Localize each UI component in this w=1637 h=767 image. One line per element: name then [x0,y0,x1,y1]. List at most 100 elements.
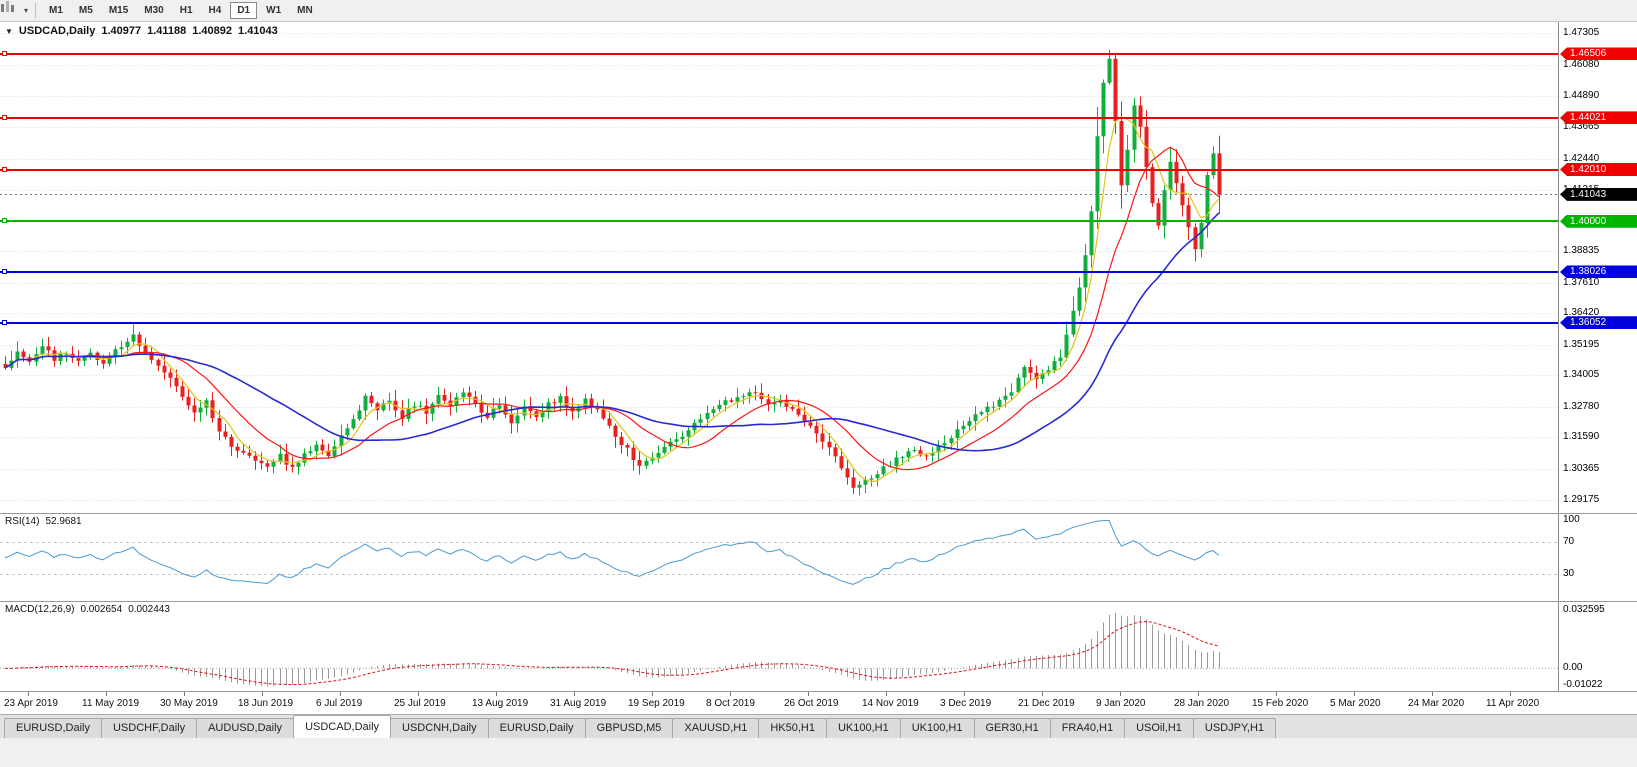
tab-EURUSD-Daily[interactable]: EURUSD,Daily [487,718,586,738]
chart-type-caret-icon[interactable]: ▾ [24,6,29,15]
rsi-line [4,519,1220,585]
tab-USDJPY-H1[interactable]: USDJPY,H1 [1192,718,1277,738]
one-click-trading-toggle[interactable]: ▼ [5,26,13,36]
timeframe-button-W1[interactable]: W1 [266,5,282,16]
macd-histogram [11,612,1220,687]
price-badge-1.36052[interactable]: 1.36052 [1560,316,1637,330]
hline-handle[interactable] [2,166,7,172]
time-axis-label: 11 May 2019 [82,698,140,709]
price-badge-1.44021[interactable]: 1.44021 [1560,111,1637,125]
down-candle-bodies [3,58,1222,488]
tab-XAUUSD-H1[interactable]: XAUUSD,H1 [672,718,760,738]
hline-handle[interactable] [2,268,7,274]
rsi-indicator-pane[interactable]: RSI(14) 52.9681 [0,514,1558,601]
ma-30-line [4,212,1220,452]
tab-FRA40-H1[interactable]: FRA40,H1 [1049,718,1126,738]
chart-type-icon[interactable] [1,1,24,19]
tab-USOil-H1[interactable]: USOil,H1 [1124,718,1194,738]
rsi-axis-label: 100 [1563,514,1580,525]
tab-UK100-H1[interactable]: UK100,H1 [899,718,975,738]
time-axis-tick [262,692,263,696]
tab-USDCAD-Daily[interactable]: USDCAD,Daily [293,715,392,738]
time-axis-tick [1354,692,1355,696]
price-axis[interactable]: 1.473051.460801.448901.436651.424401.412… [1558,22,1637,513]
price-tick-label: 1.47305 [1563,27,1600,39]
window-bottom-strip [0,738,1637,767]
macd-axis-label: 0.032595 [1563,604,1605,616]
time-axis-label: 21 Dec 2019 [1018,698,1075,709]
timeframe-button-D1[interactable]: D1 [230,2,258,19]
price-tick-label: 1.31590 [1563,431,1600,443]
pane-resize-separator[interactable] [0,513,1637,514]
price-badge-1.40000[interactable]: 1.40000 [1560,214,1637,228]
price-tick-label: 1.30365 [1563,462,1600,474]
price-tick-label: 1.36420 [1563,307,1600,319]
up-candle-bodies [9,58,1216,488]
macd-axis[interactable]: 0.032595 0.00 -0.01022 [1558,602,1637,691]
time-axis-tick [1042,692,1043,696]
timeframe-button-H1[interactable]: H1 [179,5,193,16]
time-axis-label: 15 Feb 2020 [1252,698,1309,709]
price-tick-label: 1.37610 [1563,276,1600,288]
rsi-value: 52.9681 [45,516,82,527]
open-value: 1.40977 [101,25,142,37]
tab-EURUSD-Daily[interactable]: EURUSD,Daily [4,718,102,738]
macd-indicator-pane[interactable]: MACD(12,26,9) 0.002654 0.002443 [0,602,1558,691]
price-badge-1.46506[interactable]: 1.46506 [1560,47,1637,61]
macd-signal-value: 0.002443 [128,604,170,615]
timeframe-button-M5[interactable]: M5 [78,5,93,16]
time-axis-tick [808,692,809,696]
time-axis-label: 11 Apr 2020 [1486,698,1540,709]
timeframe-button-group: M1 M5 M15 M30 H1 H4 D1 W1 MN [41,2,321,19]
rsi-name: RSI(14) [5,516,40,527]
time-axis-label: 24 Mar 2020 [1408,698,1465,709]
hline-handle[interactable] [2,50,7,56]
time-axis-tick [28,692,29,696]
rsi-axis[interactable]: 100 70 30 [1558,514,1637,601]
ma-13-line [4,146,1220,471]
timeframe-button-H4[interactable]: H4 [208,5,222,16]
close-value: 1.41043 [238,25,278,37]
time-axis-tick [418,692,419,696]
price-tick-label: 1.35195 [1563,338,1600,350]
timeframe-button-M30[interactable]: M30 [144,5,164,16]
price-badge-1.42010[interactable]: 1.42010 [1560,163,1637,177]
price-badge-1.38026[interactable]: 1.38026 [1560,265,1637,279]
time-axis-label: 31 Aug 2019 [550,698,607,709]
chart-tabs-bar: EURUSD,Daily USDCHF,Daily AUDUSD,Daily USDC… [0,714,1637,738]
hline-handle[interactable] [2,114,7,120]
timeframe-button-M15[interactable]: M15 [108,5,129,16]
time-axis-tick [496,692,497,696]
rsi-axis-label: 30 [1563,568,1575,579]
price-tick-label: 1.44890 [1563,89,1600,101]
low-value: 1.40892 [192,25,233,37]
tab-HK50-H1[interactable]: HK50,H1 [758,718,827,738]
macd-main-value: 0.002654 [80,604,123,615]
timeframe-button-M1[interactable]: M1 [49,5,63,16]
down-candle-wicks [5,54,1220,494]
tab-USDCNH-Daily[interactable]: USDCNH,Daily [390,718,489,738]
time-axis-tick [106,692,107,696]
tab-AUDUSD-Daily[interactable]: AUDUSD,Daily [196,718,295,738]
time-axis-tick [1276,692,1277,696]
hline-handle[interactable] [2,319,7,325]
price-tick-label: 1.29175 [1563,493,1600,505]
rsi-axis-label: 70 [1563,536,1575,547]
time-axis-label: 30 May 2019 [160,698,218,709]
hline-handle[interactable] [2,218,7,224]
time-axis-tick [340,692,341,696]
tab-GBPUSD-M5[interactable]: GBPUSD,M5 [584,718,674,738]
tab-USDCHF-Daily[interactable]: USDCHF,Daily [100,718,198,738]
time-axis-label: 14 Nov 2019 [862,698,919,709]
time-axis-tick [1510,692,1511,696]
main-chart-pane[interactable]: ▼ USDCAD,Daily 1.40977 1.41188 1.40892 1… [0,22,1558,513]
time-axis-tick [1120,692,1121,696]
tab-UK100-H1[interactable]: UK100,H1 [825,718,901,738]
time-axis-label: 5 Mar 2020 [1330,698,1381,709]
pane-resize-separator[interactable] [0,601,1637,602]
time-axis-label: 23 Apr 2019 [4,698,58,709]
time-axis[interactable]: 23 Apr 2019 11 May 2019 30 May 2019 18 Jun … [0,692,1637,714]
tab-GER30-H1[interactable]: GER30,H1 [973,718,1051,738]
time-axis-tick [652,692,653,696]
timeframe-button-MN[interactable]: MN [297,5,313,16]
